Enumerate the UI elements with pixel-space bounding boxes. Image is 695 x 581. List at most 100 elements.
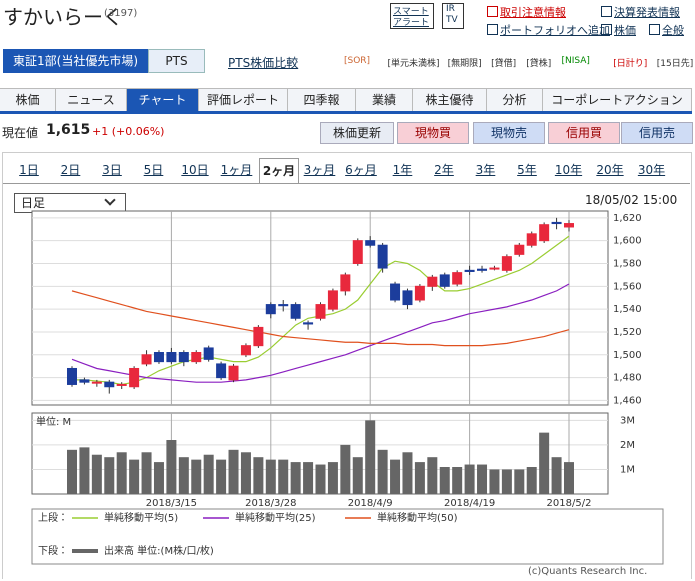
- quote-label: 現在値: [2, 126, 39, 140]
- period-tab[interactable]: 1年: [392, 163, 413, 177]
- header-link[interactable]: 取引注意情報: [500, 6, 566, 19]
- ma-line: [71, 290, 570, 347]
- market-tag: [15日先]: [656, 59, 694, 69]
- volume-bar: [452, 467, 463, 494]
- candle-body: [427, 276, 438, 287]
- candle-body: [240, 345, 251, 356]
- period-tab[interactable]: 1ヶ月: [220, 163, 253, 177]
- volume-bar: [352, 457, 363, 494]
- quote-button[interactable]: 株価更新: [320, 122, 394, 144]
- market-tab[interactable]: PTS: [148, 49, 205, 73]
- period-tab[interactable]: 10年: [554, 163, 583, 177]
- header-link[interactable]: 全般: [662, 24, 684, 37]
- candle-body: [228, 365, 239, 381]
- candle-body: [166, 352, 177, 363]
- market-tab[interactable]: 東証1部(当社優先市場): [3, 49, 148, 73]
- nav-tab[interactable]: 評価レポート: [199, 89, 288, 111]
- y-tick-label: 1,580: [613, 258, 642, 269]
- candle-body: [216, 363, 227, 379]
- period-tab[interactable]: 3ヶ月: [303, 163, 336, 177]
- candle-body: [464, 269, 475, 272]
- volume-bar: [427, 457, 438, 494]
- y-tick-label: 1,560: [613, 281, 642, 292]
- candle-body: [203, 347, 214, 360]
- nav-tab[interactable]: 業績: [356, 89, 413, 111]
- nav-tab[interactable]: 株価: [0, 89, 56, 111]
- candle-body: [489, 267, 500, 270]
- market-link[interactable]: PTS株価比較: [228, 56, 299, 70]
- nav-tab[interactable]: コーポレートアクション: [543, 89, 692, 111]
- y-tick-label: 2M: [620, 440, 635, 451]
- period-tab[interactable]: 2ヶ月: [259, 158, 299, 183]
- y-tick-label: 3M: [620, 415, 635, 426]
- candle-body: [352, 240, 363, 264]
- period-tab[interactable]: 5日: [143, 163, 164, 177]
- legend-label: 単純移動平均(5): [104, 511, 178, 524]
- period-tab[interactable]: 6ヶ月: [345, 163, 377, 177]
- volume-bar: [414, 462, 425, 494]
- candle-body: [501, 256, 512, 271]
- volume-bar: [564, 462, 574, 494]
- market-tag: [無期限]: [447, 59, 482, 69]
- header-link[interactable]: 株価: [614, 24, 636, 37]
- candle-body: [390, 283, 401, 301]
- chart-datetime: 18/05/02 15:00: [585, 193, 678, 207]
- quote-change: +1 (+0.06%): [92, 125, 165, 138]
- nav-tab[interactable]: 分析: [487, 89, 543, 111]
- candle-body: [265, 304, 276, 315]
- candle-body: [191, 352, 202, 363]
- volume-bar: [303, 462, 314, 494]
- legend-label: 単純移動平均(50): [377, 511, 458, 524]
- candle-body: [551, 221, 562, 225]
- legend-row-label: 下段：: [38, 544, 68, 557]
- candle-body: [79, 379, 90, 383]
- candle-body: [116, 383, 127, 386]
- period-tab[interactable]: 1日: [19, 163, 39, 177]
- period-tab[interactable]: 20年: [596, 163, 624, 177]
- quote-button[interactable]: 現物買: [397, 122, 469, 144]
- period-tab[interactable]: 2年: [434, 163, 454, 177]
- candle-body: [327, 290, 338, 310]
- period-tab[interactable]: 30年: [637, 163, 666, 177]
- stock-name: すかいらーく: [3, 5, 123, 29]
- period-tab[interactable]: 10日: [181, 163, 209, 177]
- y-tick-label: 1,500: [613, 350, 642, 361]
- market-tag: [貸借]: [491, 59, 517, 69]
- period-tab[interactable]: 2日: [60, 163, 81, 177]
- header-link[interactable]: ポートフォリオへ追加: [500, 24, 610, 37]
- nav-tab[interactable]: ニュース: [56, 89, 127, 111]
- y-tick-label: 1,600: [613, 236, 642, 247]
- header-link[interactable]: 決算発表情報: [614, 6, 680, 19]
- volume-bar: [253, 457, 264, 494]
- volume-bar: [116, 452, 127, 494]
- candle-body: [303, 322, 314, 325]
- nav-tab[interactable]: チャート: [127, 89, 199, 111]
- volume-bar: [377, 449, 388, 494]
- candle-body: [290, 304, 301, 319]
- nav-tab[interactable]: 四季報: [288, 89, 356, 111]
- y-tick-label: 1,480: [613, 373, 642, 384]
- ma-line: [71, 283, 570, 383]
- quote-button[interactable]: 信用買: [548, 122, 620, 144]
- x-tick-label: 2018/3/28: [245, 498, 296, 509]
- volume-bar: [539, 432, 550, 494]
- legend-label: 単純移動平均(25): [235, 511, 316, 524]
- candle-body: [129, 367, 140, 388]
- nav-tab[interactable]: 株主優待: [413, 89, 487, 111]
- quote-button[interactable]: 現物売: [473, 122, 545, 144]
- volume-bar: [104, 457, 115, 494]
- quote-button[interactable]: 信用売: [621, 122, 693, 144]
- period-tab[interactable]: 3年: [475, 163, 496, 177]
- candle-body: [564, 223, 574, 228]
- period-tab[interactable]: 3日: [102, 163, 122, 177]
- link-icon: [487, 6, 498, 17]
- volume-bar: [501, 469, 512, 494]
- candle-body: [365, 240, 376, 246]
- volume-bar: [464, 464, 475, 494]
- volume-bar: [203, 454, 214, 494]
- legend-row-label: 上段：: [38, 511, 68, 524]
- period-tab[interactable]: 5年: [517, 163, 537, 177]
- candle-body: [104, 381, 115, 388]
